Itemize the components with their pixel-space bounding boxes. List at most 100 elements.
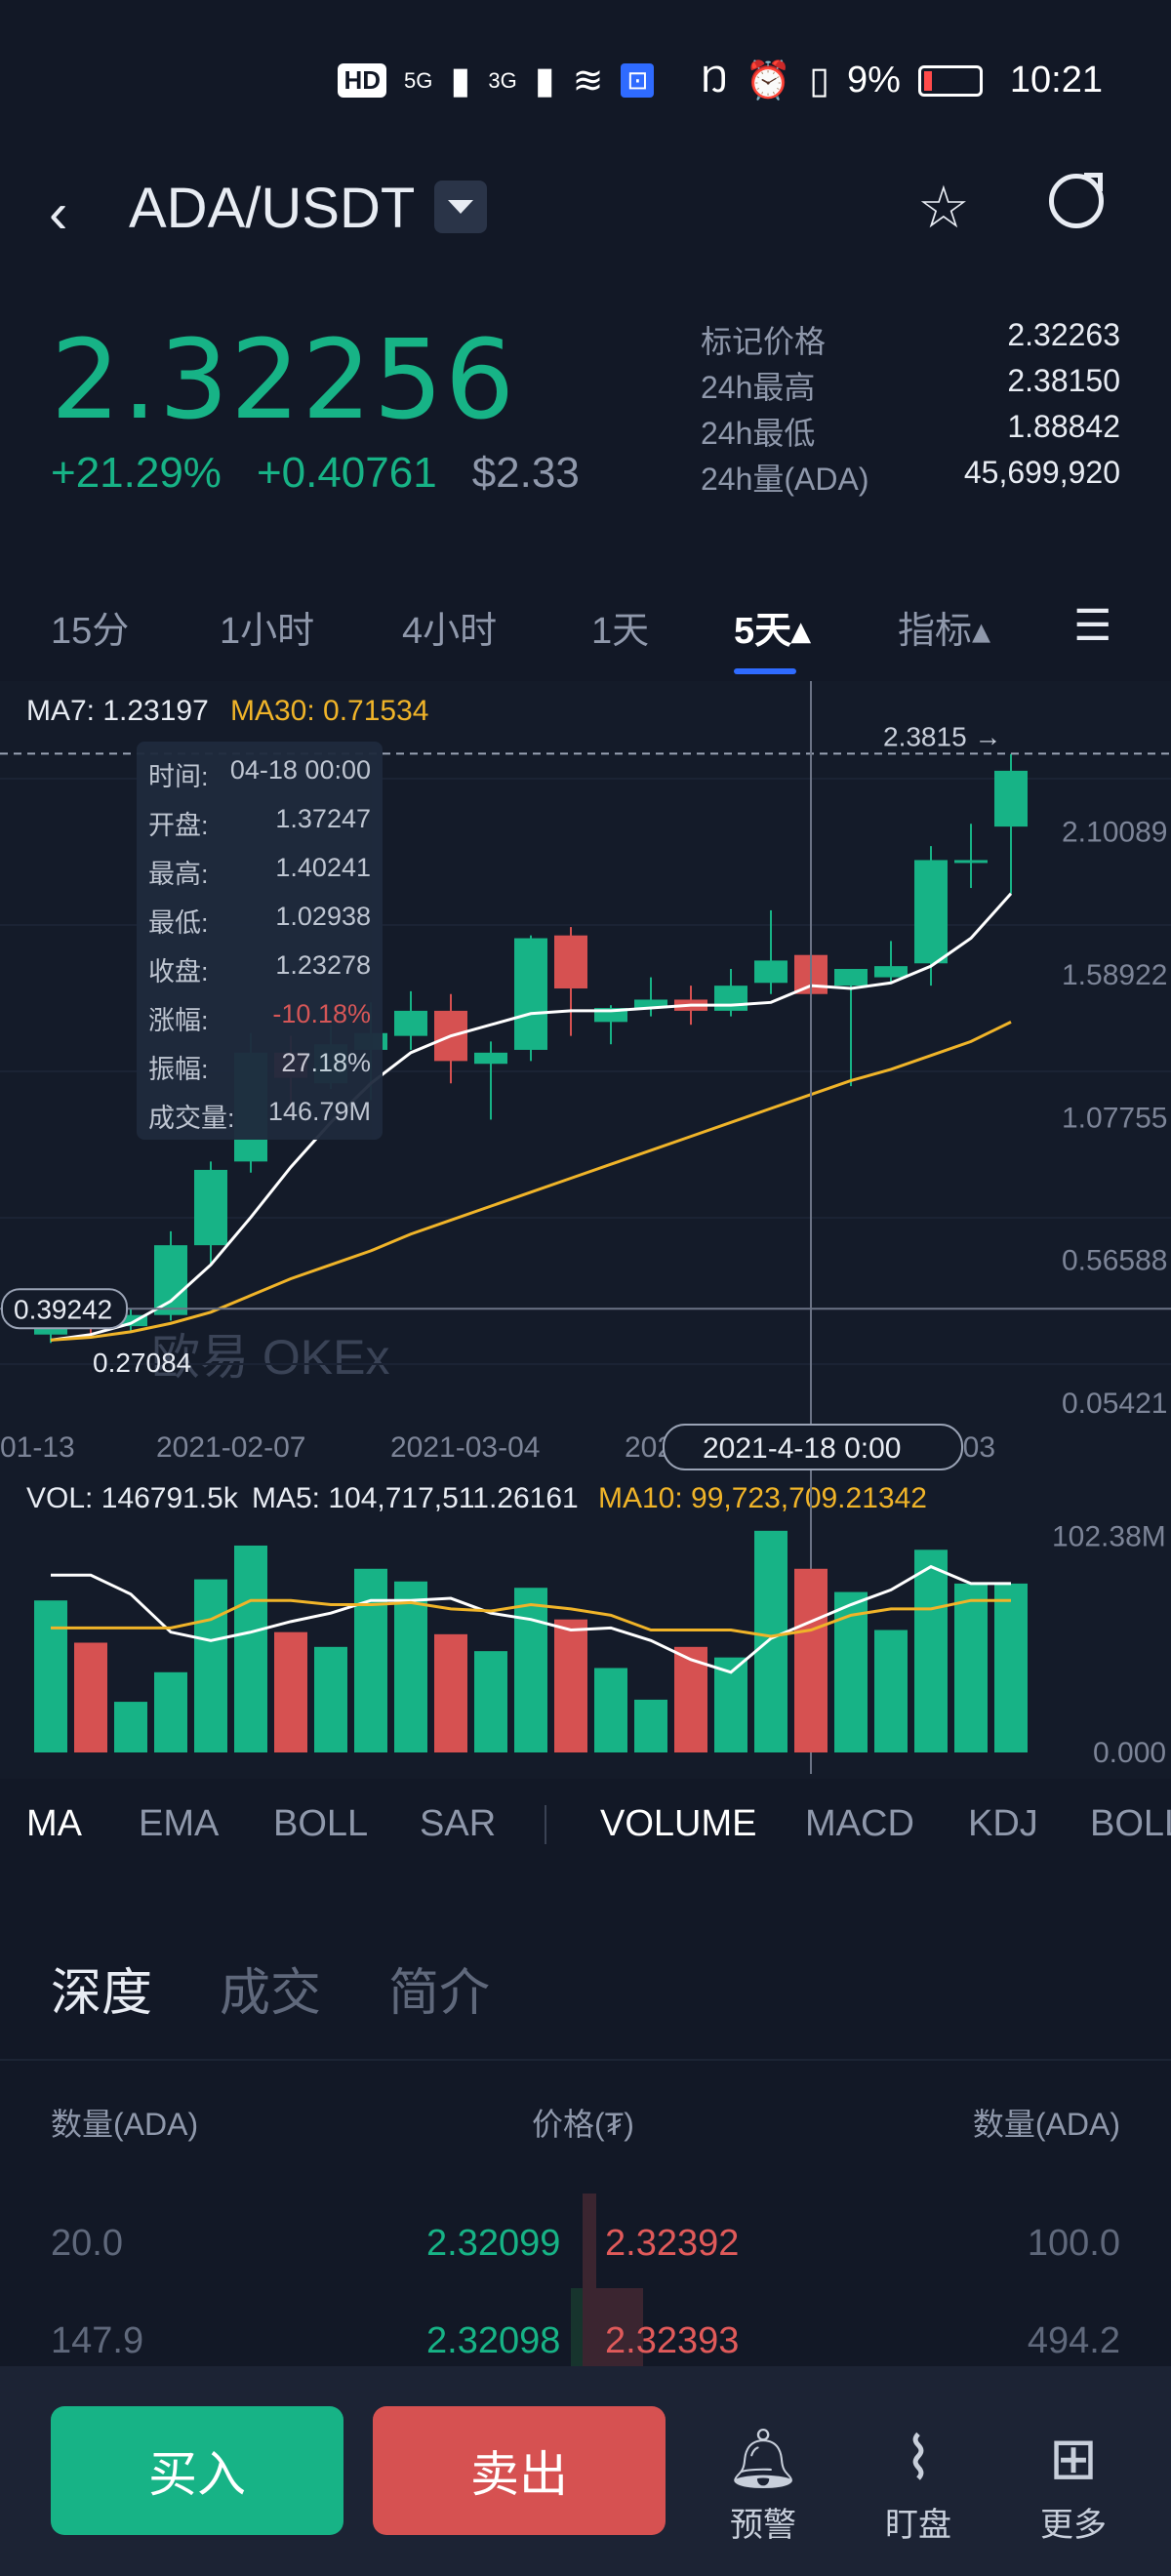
bid-depth-bar bbox=[571, 2288, 583, 2366]
tooltip-value: 1.37247 bbox=[275, 804, 371, 833]
tooltip-label: 成交量: bbox=[148, 1104, 235, 1133]
stat-row: 24h最低 1.88842 bbox=[701, 409, 1120, 455]
tooltip-label: 涨幅: bbox=[148, 1006, 209, 1035]
tab-5d[interactable]: 5天▴ bbox=[734, 611, 811, 652]
candle-body bbox=[954, 860, 988, 864]
stat-label: 标记价格 bbox=[701, 324, 827, 359]
ask-price[interactable]: 2.32392 bbox=[605, 2223, 740, 2264]
stat-label: 24h最低 bbox=[701, 416, 816, 451]
tab-1d[interactable]: 1天 bbox=[591, 611, 650, 652]
back-icon[interactable]: ‹ bbox=[49, 181, 68, 245]
stat-row: 24h量(ADA) 45,699,920 bbox=[701, 455, 1120, 501]
tab-depth[interactable]: 深度 bbox=[51, 1965, 153, 2022]
candle-body bbox=[194, 1169, 227, 1246]
tooltip-row: 最低: 1.02938 bbox=[148, 902, 371, 940]
bell-icon: 🔔︎ bbox=[725, 2426, 801, 2491]
kline-svg[interactable]: MA7: 1.23197 MA30: 0.71534 VOL: 146791.5… bbox=[0, 681, 1171, 1779]
star-icon[interactable]: ☆ bbox=[917, 175, 970, 240]
y-tick-label: 1.07755 bbox=[1062, 1102, 1167, 1134]
ind-macd[interactable]: MACD bbox=[805, 1803, 914, 1844]
ind-kdj[interactable]: KDJ bbox=[968, 1803, 1038, 1844]
x-tick-label: 01-13 bbox=[0, 1431, 75, 1464]
vol-ma10-legend: MA10: 99,723,709.21342 bbox=[598, 1482, 927, 1514]
candle-body bbox=[834, 968, 868, 986]
volume-bar bbox=[314, 1646, 347, 1752]
tab-1h[interactable]: 1小时 bbox=[220, 611, 315, 652]
ma7-legend: MA7: 1.23197 bbox=[26, 695, 209, 727]
kline-chart[interactable]: MA7: 1.23197 MA30: 0.71534 VOL: 146791.5… bbox=[0, 681, 1171, 1779]
y-tick-label: 0.05421 bbox=[1062, 1388, 1167, 1420]
ind-ma[interactable]: MA bbox=[26, 1803, 82, 1844]
refresh-icon[interactable] bbox=[1049, 173, 1104, 228]
candle-body bbox=[394, 1010, 427, 1036]
y-tick-label: 1.58922 bbox=[1062, 959, 1167, 991]
hd-icon: HD bbox=[338, 63, 387, 98]
pair-dropdown-icon[interactable] bbox=[434, 181, 487, 233]
ind-volume[interactable]: VOLUME bbox=[600, 1803, 757, 1844]
tooltip-label: 最低: bbox=[148, 908, 209, 938]
buy-button[interactable]: 买入 bbox=[51, 2406, 343, 2535]
candle-body bbox=[474, 1052, 507, 1065]
depth-tabs bbox=[0, 1903, 1171, 2030]
ind-boll-sub[interactable]: BOLL bbox=[1090, 1803, 1171, 1844]
volume-bar bbox=[114, 1702, 147, 1752]
active-tab-indicator bbox=[734, 668, 796, 674]
tooltip-row: 时间: 04-18 00:00 bbox=[148, 755, 371, 793]
stat-label: 24h量(ADA) bbox=[701, 462, 869, 497]
y-tick-label: 0.56588 bbox=[1062, 1245, 1167, 1277]
candle-body bbox=[34, 1326, 67, 1335]
tooltip-label: 开盘: bbox=[148, 811, 209, 840]
ask-amount: 494.2 bbox=[1027, 2320, 1120, 2361]
tooltip-row: 开盘: 1.37247 bbox=[148, 804, 371, 842]
ask-depth-bar bbox=[583, 2194, 596, 2369]
ob-header-ask-amount: 数量(ADA) bbox=[972, 2107, 1120, 2142]
volume-bar bbox=[74, 1642, 107, 1752]
tab-4h[interactable]: 4小时 bbox=[402, 611, 498, 652]
clock: 10:21 bbox=[1009, 60, 1103, 101]
tooltip-value: 27.18% bbox=[281, 1048, 371, 1077]
low-price-marker: 0.27084 bbox=[93, 1348, 191, 1378]
ind-ema[interactable]: EMA bbox=[139, 1803, 220, 1844]
bid-price[interactable]: 2.32099 bbox=[426, 2223, 561, 2264]
tab-trades[interactable]: 成交 bbox=[220, 1965, 322, 2022]
ask-price[interactable]: 2.32393 bbox=[605, 2320, 740, 2361]
pair-title[interactable]: ADA/USDT bbox=[129, 177, 416, 240]
nav-alert[interactable]: 🔔︎ 预警 bbox=[709, 2420, 817, 2546]
candle-body bbox=[114, 1314, 147, 1327]
stat-value: 1.88842 bbox=[1007, 409, 1120, 444]
usd-price: $2.33 bbox=[471, 449, 580, 497]
vol-legend: VOL: 146791.5k bbox=[26, 1482, 239, 1514]
nav-more[interactable]: ⊞ 更多 bbox=[1020, 2420, 1127, 2546]
volume-bar bbox=[994, 1583, 1028, 1752]
signal-3g-icon: 3G bbox=[488, 67, 517, 93]
volume-bar bbox=[474, 1651, 507, 1752]
tab-intro[interactable]: 简介 bbox=[388, 1965, 491, 2022]
volume-bar bbox=[154, 1671, 187, 1752]
stat-row: 24h最高 2.38150 bbox=[701, 363, 1120, 409]
tooltip-value: 1.40241 bbox=[275, 853, 371, 882]
bid-amount: 20.0 bbox=[51, 2223, 123, 2264]
vol-ma5-legend: MA5: 104,717,511.26161 bbox=[252, 1482, 579, 1514]
tooltip-row: 涨幅: -10.18% bbox=[148, 999, 371, 1037]
tooltip-label: 收盘: bbox=[148, 957, 209, 986]
tooltip-row: 振幅: 27.18% bbox=[148, 1048, 371, 1086]
chart-settings-icon[interactable]: ☰ bbox=[1073, 602, 1112, 650]
sell-button[interactable]: 卖出 bbox=[373, 2406, 666, 2535]
tab-15m[interactable]: 15分 bbox=[51, 611, 130, 652]
signal-5g-icon: 5G bbox=[404, 67, 433, 93]
candle-body bbox=[634, 999, 667, 1009]
ind-boll[interactable]: BOLL bbox=[273, 1803, 369, 1844]
stat-value: 2.32263 bbox=[1007, 317, 1120, 352]
tab-indicators[interactable]: 指标▴ bbox=[898, 611, 991, 652]
divider bbox=[0, 2059, 1171, 2061]
nav-label: 更多 bbox=[1040, 2507, 1107, 2544]
y-tick-label: 2.10089 bbox=[1062, 817, 1167, 849]
nav-watch[interactable]: ⌇ 盯盘 bbox=[865, 2420, 972, 2546]
volume-bar bbox=[594, 1668, 627, 1752]
bid-price[interactable]: 2.32098 bbox=[426, 2320, 561, 2361]
ind-sar[interactable]: SAR bbox=[420, 1803, 497, 1844]
candle-body bbox=[554, 935, 587, 989]
pulse-icon: ⌇ bbox=[904, 2426, 933, 2491]
tooltip-row: 成交量: 146.79M bbox=[148, 1097, 371, 1135]
tooltip-value: 146.79M bbox=[267, 1097, 371, 1126]
